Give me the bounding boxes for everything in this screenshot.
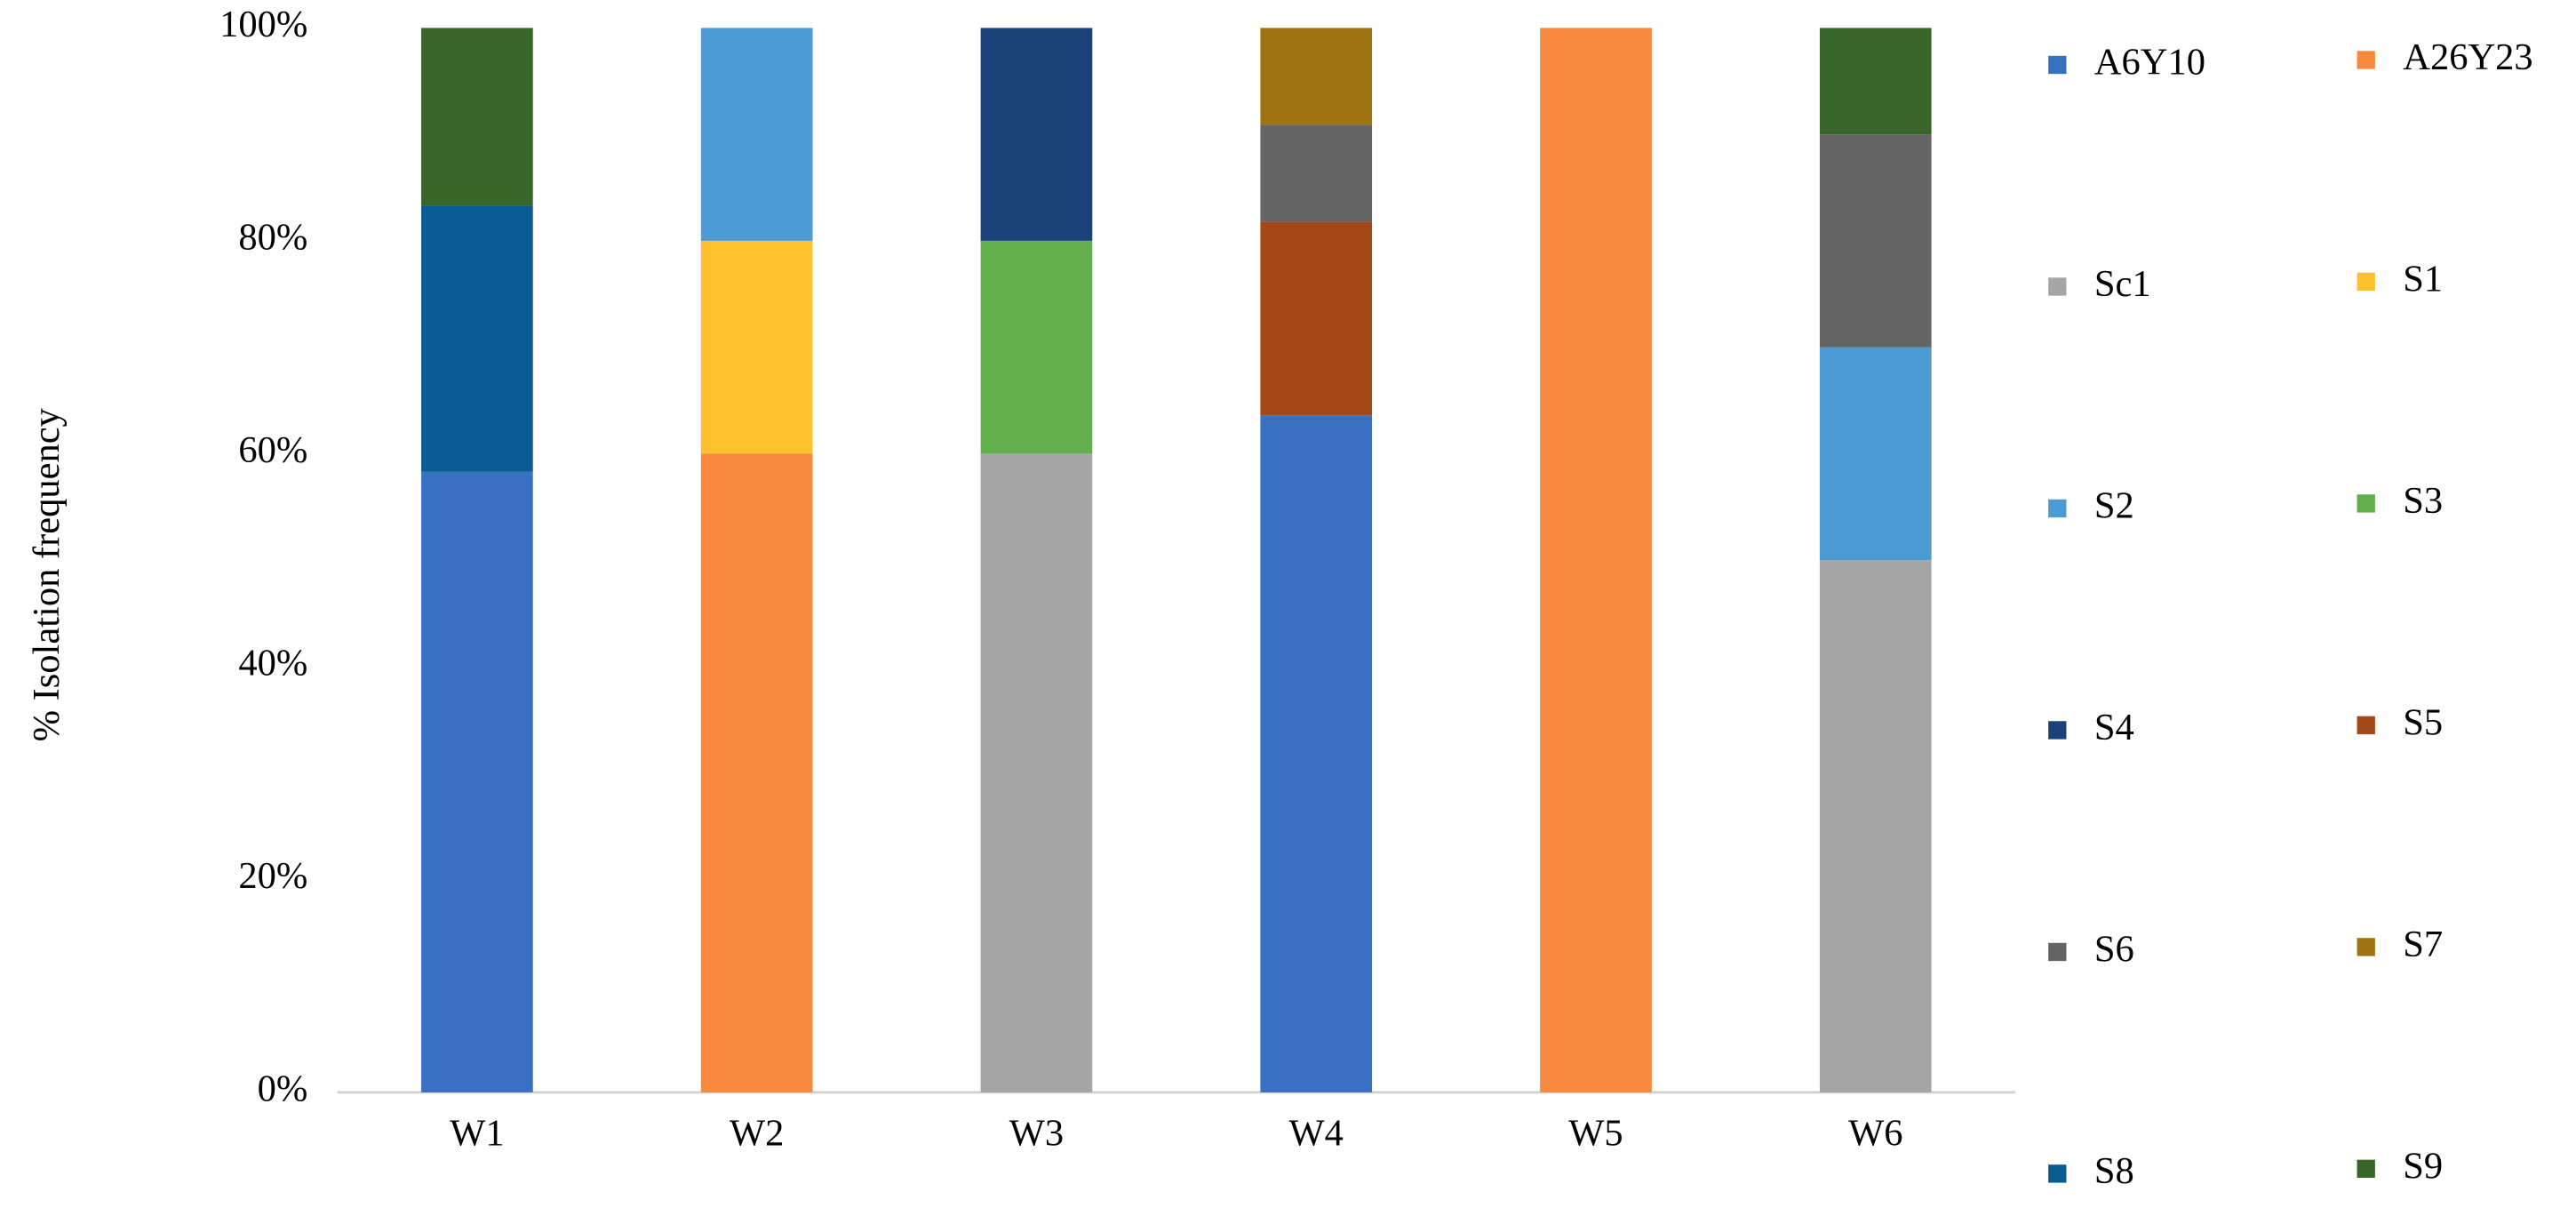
bar-segment	[1260, 28, 1373, 125]
legend-marker	[2357, 494, 2375, 513]
y-tick-label: 40%	[238, 643, 307, 684]
x-tick-label: W2	[730, 1113, 784, 1155]
legend-label: S4	[2094, 707, 2134, 748]
x-tick-label: W5	[1568, 1113, 1623, 1155]
y-tick-label: 60%	[238, 429, 307, 471]
legend-label: S9	[2403, 1146, 2443, 1188]
bar-segment	[980, 28, 1093, 241]
bar-segment	[421, 205, 533, 472]
legend-marker	[2048, 942, 2067, 962]
x-tick-label: W3	[1009, 1113, 1064, 1155]
legend-label: S2	[2094, 485, 2134, 527]
bar-segment	[421, 471, 533, 1092]
bar-segment	[1260, 124, 1373, 222]
bar-segment	[1540, 28, 1652, 1092]
y-axis-title: % Isolation frequency	[26, 407, 68, 741]
legend-label: S1	[2403, 259, 2443, 300]
bar-segment	[980, 240, 1093, 454]
legend-label: Sc1	[2094, 263, 2151, 305]
legend-marker	[2357, 716, 2375, 735]
y-tick-label: 80%	[238, 217, 307, 259]
bar-segment	[1819, 134, 1932, 348]
bar-segment	[700, 453, 813, 1092]
legend-label: S7	[2403, 924, 2443, 965]
legend-marker	[2357, 938, 2375, 956]
bar-segment	[700, 240, 813, 454]
bar-segment	[1819, 560, 1932, 1092]
x-tick-label: W1	[450, 1113, 504, 1155]
bar-segment	[1819, 347, 1932, 561]
bar-segment	[1260, 221, 1373, 416]
legend-label: S5	[2403, 702, 2443, 744]
bar-segment	[421, 28, 533, 206]
x-tick-label: W4	[1289, 1113, 1344, 1155]
bar-segment	[980, 453, 1093, 1092]
y-tick-label: 100%	[219, 4, 307, 45]
legend-marker	[2048, 277, 2067, 296]
legend-marker	[2357, 1159, 2375, 1179]
legend-marker	[2048, 55, 2067, 75]
legend-marker	[2357, 51, 2375, 69]
legend-label: S3	[2403, 480, 2443, 522]
legend-marker	[2357, 272, 2375, 292]
legend-label: S8	[2094, 1150, 2134, 1192]
bar-segment	[1819, 28, 1932, 135]
legend-label: A6Y10	[2094, 42, 2205, 84]
legend-marker	[2048, 499, 2067, 518]
bar-segment	[700, 28, 813, 241]
y-tick-label: 20%	[238, 855, 307, 897]
legend-label: A26Y23	[2403, 36, 2532, 78]
y-tick-label: 0%	[258, 1068, 308, 1110]
legend-marker	[2048, 721, 2067, 740]
legend-label: S6	[2094, 929, 2134, 971]
bar-segment	[1260, 415, 1373, 1092]
legend-marker	[2048, 1164, 2067, 1183]
x-tick-label: W6	[1848, 1113, 1902, 1155]
